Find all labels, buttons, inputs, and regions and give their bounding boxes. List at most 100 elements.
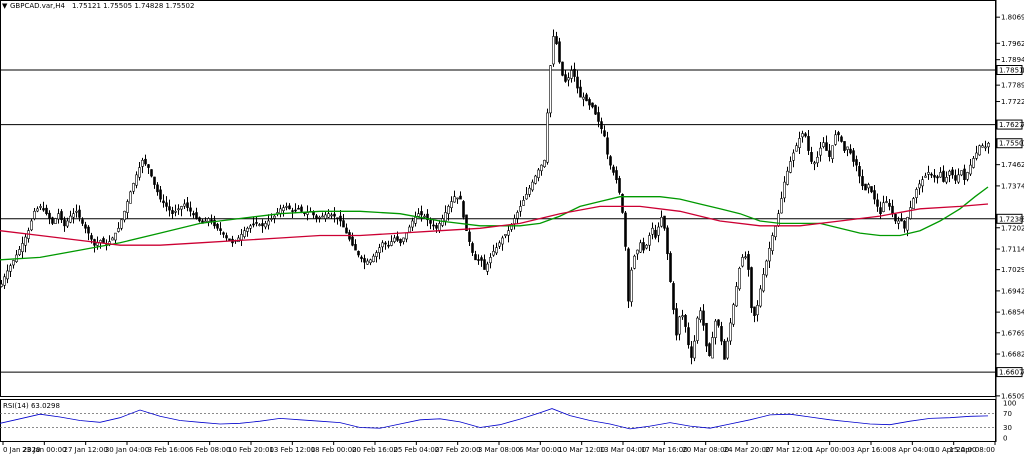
candle-body [828, 150, 831, 157]
candle-body [453, 196, 456, 203]
time-tick-label: 10 Mar 12:00 [558, 446, 605, 454]
candle-body [0, 283, 3, 287]
candle-body [951, 169, 954, 176]
candle-body [507, 230, 510, 236]
candle-body [720, 326, 723, 342]
candle-body [174, 210, 177, 213]
candle-body [477, 259, 480, 261]
candle-body [627, 248, 630, 302]
candle-body [774, 226, 777, 238]
candle-body [321, 215, 324, 218]
candle-body [975, 152, 978, 159]
candle-body [843, 141, 846, 151]
candle-body [573, 68, 576, 77]
candle-body [72, 213, 75, 218]
candle-body [39, 206, 42, 208]
candle-body [435, 225, 438, 229]
candle-body [360, 256, 363, 259]
candle-body [516, 212, 519, 219]
candle-body [63, 219, 66, 227]
candle-body [876, 199, 879, 207]
candle-body [648, 235, 651, 246]
candle-body [888, 202, 891, 207]
candle-body [672, 283, 675, 310]
candle-body [399, 238, 402, 244]
candle-body [726, 340, 729, 359]
candle-body [684, 315, 687, 327]
candle-body [978, 145, 981, 156]
candle-body [342, 220, 345, 228]
candle-body [882, 202, 885, 212]
candle-body [969, 164, 972, 175]
candle-body [918, 183, 921, 189]
candle-body [816, 156, 819, 164]
candle-body [654, 229, 657, 238]
candle-body [603, 130, 606, 137]
candle-body [87, 226, 90, 234]
candle-body [855, 159, 858, 166]
moving-average-line [0, 186, 989, 261]
candle-body [114, 232, 117, 241]
candle-body [933, 175, 936, 178]
rsi-label: RSI(14) 63.0298 [3, 402, 60, 410]
candle-body [297, 207, 300, 210]
candle-body [780, 198, 783, 214]
candle-body [183, 203, 186, 207]
price-tick-label: 1.77220 [1001, 98, 1024, 106]
candle-body [189, 207, 192, 212]
candle-body [768, 247, 771, 262]
candle-body [192, 213, 195, 216]
candle-body [795, 145, 798, 152]
price-label: 1.75502 [999, 140, 1024, 148]
candle-body [318, 217, 321, 219]
candle-body [285, 206, 288, 208]
candle-body [576, 76, 579, 89]
candle-body [372, 255, 375, 262]
time-tick-label: 13 Feb 12:00 [269, 446, 315, 454]
candle-body [33, 210, 36, 219]
candle-body [639, 242, 642, 253]
candle-body [213, 219, 216, 227]
candle-body [771, 235, 774, 251]
time-tick-label: 24 Mar 20:00 [724, 446, 771, 454]
candle-body [207, 218, 210, 222]
rsi-tick-label: 100 [1003, 400, 1016, 408]
candle-body [339, 215, 342, 222]
candle-body [480, 257, 483, 261]
candle-body [282, 207, 285, 211]
candle-body [699, 310, 702, 320]
candle-body [963, 168, 966, 181]
candle-body [123, 210, 126, 221]
candle-body [354, 244, 357, 251]
price-label: 1.72389 [999, 215, 1024, 223]
candle-body [351, 236, 354, 246]
candle-body [708, 343, 711, 357]
candle-body [111, 237, 114, 241]
candle-body [168, 206, 171, 211]
candle-body [792, 152, 795, 161]
menu-arrow[interactable]: ▼ [2, 2, 8, 10]
candle-body [723, 340, 726, 360]
candle-body [198, 217, 201, 222]
candle-body [345, 227, 348, 234]
rsi-frame [0, 399, 996, 442]
candle-body [147, 164, 150, 168]
candle-body [714, 320, 717, 338]
candle-body [765, 260, 768, 276]
candle-body [558, 41, 561, 63]
candle-body [930, 173, 933, 176]
candle-body [228, 238, 231, 241]
candle-body [126, 201, 129, 213]
time-tick-label: 6 Mar 00:00 [519, 446, 561, 454]
price-tick-label: 1.79620 [1001, 40, 1024, 48]
candle-body [6, 270, 9, 280]
rsi-tick-label: 30 [1003, 424, 1012, 432]
candle-body [810, 152, 813, 162]
candle-body [363, 258, 366, 263]
ohlc-values: 1.75121 1.75505 1.74828 1.75502 [72, 2, 194, 10]
candle-body [264, 223, 267, 228]
candle-body [447, 206, 450, 214]
candle-body [675, 308, 678, 336]
candle-body [813, 162, 816, 165]
